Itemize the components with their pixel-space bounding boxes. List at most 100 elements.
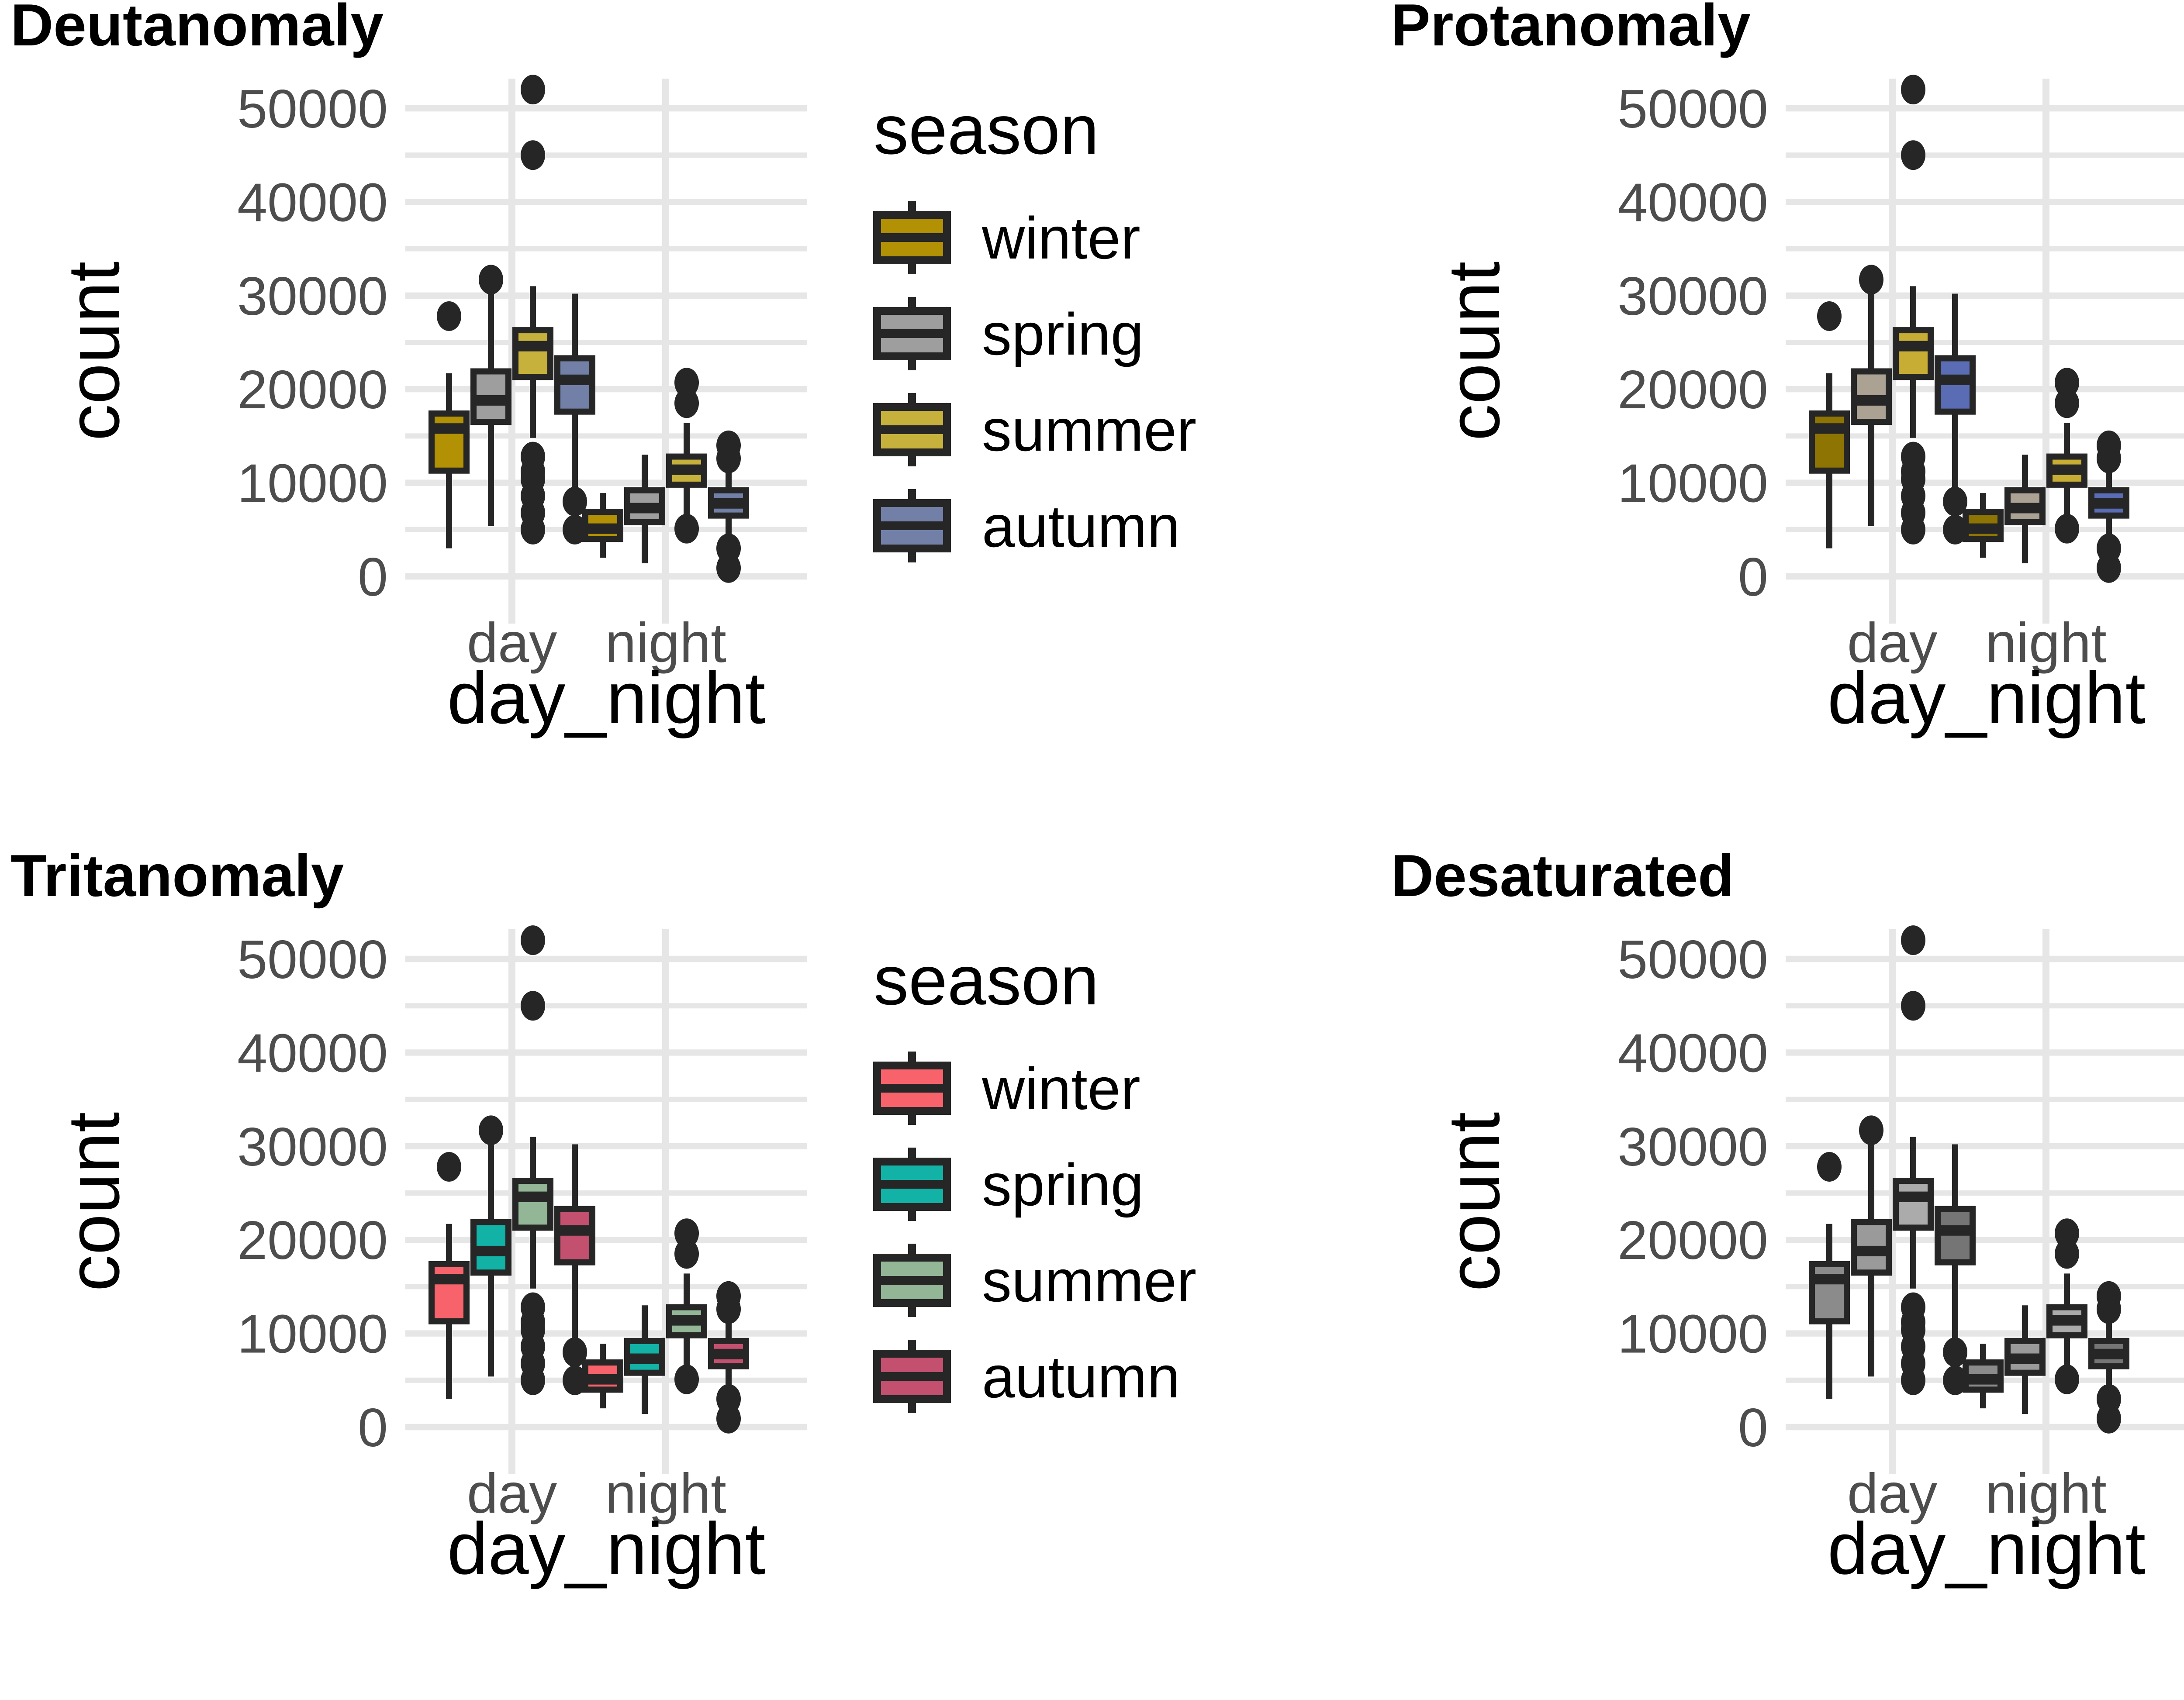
outlier-point: [674, 514, 699, 544]
box-night-spring: [2004, 1305, 2046, 1414]
boxplots: [429, 925, 749, 1434]
y-tick-label: 20000: [237, 1210, 388, 1271]
outlier-point: [563, 514, 587, 545]
gridlines: [405, 929, 807, 1474]
y-tick-label: 40000: [237, 172, 388, 233]
legend-item-winter: winter: [873, 1052, 1140, 1125]
box-day-autumn: [554, 293, 595, 545]
y-axis-tick-labels: 0 10000 20000 30000 40000 50000: [237, 79, 388, 607]
y-tick-label: 50000: [1617, 930, 1768, 990]
outlier-point: [2097, 443, 2121, 473]
x-tick-label: night: [1985, 1462, 2107, 1525]
x-axis-tick-labels: day night: [467, 1462, 726, 1525]
outlier-point: [674, 368, 699, 398]
outlier-point: [1943, 1365, 1967, 1395]
boxplots: [1809, 75, 2129, 583]
iqr-box: [1809, 1261, 1850, 1324]
panel-protanomaly: Protanomaly 0 10000 20000 30000 40000 50000 d…: [1391, 0, 2184, 739]
outlier-point: [521, 514, 545, 545]
y-tick-label: 0: [1738, 547, 1768, 607]
y-axis-title: count: [52, 262, 135, 441]
outlier-point: [1901, 514, 1925, 545]
y-tick-label: 40000: [1617, 172, 1768, 233]
x-tick-label: night: [605, 612, 726, 674]
y-tick-label: 40000: [237, 1023, 388, 1083]
outlier-point: [521, 991, 545, 1021]
iqr-box: [1893, 1178, 1934, 1231]
y-tick-label: 20000: [1617, 1210, 1768, 1271]
panel-desaturated: Desaturated 0 10000 20000 30000 40000 50000 d…: [1391, 842, 2184, 1590]
y-tick-label: 30000: [237, 266, 388, 327]
y-axis-title: count: [52, 1112, 135, 1292]
legend-label: spring: [982, 301, 1144, 367]
panel-deutanomaly: Deutanomaly 0 10000 20000 30000 40000 50000 d…: [10, 0, 1196, 739]
y-tick-label: 10000: [237, 1304, 388, 1365]
boxplots: [1809, 925, 2129, 1434]
outlier-point: [437, 1152, 461, 1182]
iqr-box: [1809, 410, 1850, 474]
box-day-winter: [429, 1152, 470, 1399]
box-night-spring: [2004, 455, 2046, 563]
box-day-summer: [1893, 925, 1934, 1395]
box-day-autumn: [554, 1144, 595, 1395]
legend-title: season: [874, 941, 1099, 1019]
outlier-point: [674, 1218, 699, 1248]
box-night-autumn: [2088, 1281, 2129, 1434]
box-day-summer: [512, 75, 553, 545]
box-night-autumn: [708, 430, 749, 583]
legend-item-summer: summer: [873, 393, 1196, 466]
outlier-point: [479, 1115, 503, 1145]
box-night-winter: [1963, 1344, 2004, 1409]
iqr-box: [512, 327, 553, 380]
box-night-summer: [2046, 1218, 2087, 1394]
outlier-point: [1901, 925, 1925, 955]
y-axis-title: count: [1433, 1112, 1515, 1292]
box-day-summer: [1893, 75, 1934, 545]
panel-tritanomaly: Tritanomaly 0 10000 20000 30000 40000 50000 d…: [10, 842, 1196, 1590]
panel-title: Desaturated: [1391, 842, 1734, 909]
box-day-spring: [1851, 265, 1892, 526]
box-day-spring: [470, 265, 511, 526]
y-tick-label: 0: [358, 1398, 388, 1458]
box-day-spring: [470, 1115, 511, 1377]
y-tick-label: 20000: [1617, 360, 1768, 420]
x-axis-title: day_night: [447, 1507, 766, 1590]
outlier-point: [1817, 301, 1842, 331]
legend-label: spring: [982, 1152, 1144, 1218]
boxplots: [429, 75, 749, 583]
x-axis-title: day_night: [1828, 657, 2146, 739]
legend-item-summer: summer: [873, 1244, 1196, 1317]
outlier-point: [716, 553, 741, 583]
x-axis-title: day_night: [1828, 1507, 2146, 1590]
outlier-point: [674, 388, 699, 418]
legend-label: winter: [981, 1055, 1140, 1122]
iqr-box: [512, 1178, 553, 1231]
outlier-point: [2097, 1294, 2121, 1324]
outlier-point: [479, 265, 503, 295]
legend-item-autumn: autumn: [873, 1340, 1180, 1413]
box-day-autumn: [1935, 293, 1976, 545]
legend-items: winter spring summer autumn: [873, 1052, 1196, 1413]
legend: season winter spring summer autumn: [873, 90, 1196, 562]
y-tick-label: 10000: [237, 454, 388, 514]
gridlines: [1786, 79, 2184, 624]
legend-label: summer: [982, 1248, 1196, 1314]
legend-item-spring: spring: [873, 1148, 1144, 1221]
x-axis-title: day_night: [447, 657, 766, 739]
outlier-point: [1901, 75, 1925, 105]
outlier-point: [1859, 265, 1883, 295]
outlier-point: [2055, 1239, 2079, 1269]
outlier-point: [716, 1294, 741, 1324]
box-day-winter: [1809, 301, 1850, 548]
x-tick-label: day: [467, 1462, 557, 1525]
legend-label: winter: [981, 205, 1140, 271]
x-tick-label: night: [1985, 612, 2107, 674]
gridlines: [405, 79, 807, 624]
outlier-point: [563, 486, 587, 517]
iqr-box: [429, 1261, 470, 1324]
y-tick-label: 0: [358, 547, 388, 607]
outlier-point: [1943, 486, 1967, 517]
outlier-point: [1901, 1365, 1925, 1395]
x-tick-label: day: [467, 612, 557, 674]
